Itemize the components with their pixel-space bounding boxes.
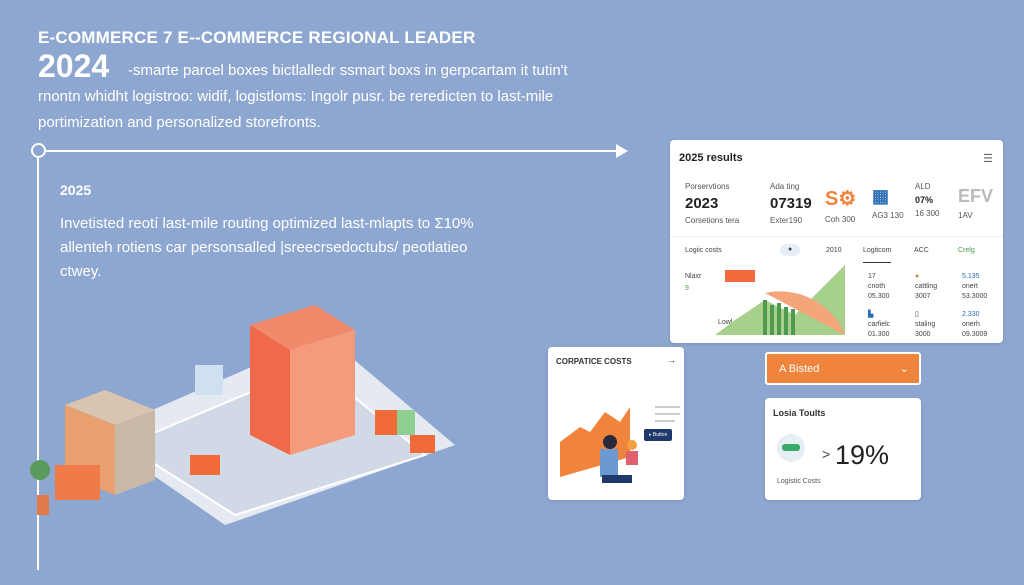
dashboard-title: 2025 results xyxy=(679,152,743,164)
status-dropdown[interactable]: A Bisted ⌄ xyxy=(765,352,921,385)
person-laptop-illustration xyxy=(560,406,680,483)
logistics-results-card: Losia Toults > 19% Logistic Costs xyxy=(765,398,921,500)
greater-than: > xyxy=(822,446,831,462)
menu-icon[interactable]: ☰ xyxy=(983,153,993,165)
intro-line: portimization and personalized storefron… xyxy=(38,114,321,131)
stat: ▦ AG3 130 xyxy=(872,186,904,220)
timeline-dot xyxy=(31,143,46,158)
results-dashboard: 2025 results ☰ Porservtions 2023 Corsetion… xyxy=(670,140,1003,343)
logistics-chart xyxy=(715,265,845,335)
year-2025: 2025 xyxy=(60,182,92,198)
truck-icon xyxy=(777,434,805,462)
tab[interactable]: 2010 xyxy=(826,247,842,254)
stat: Ada ting 07319 Exter190 xyxy=(770,182,812,225)
section-2025-body: Invetisted reotí last-mile routing optim… xyxy=(60,215,474,280)
arrow-right-icon[interactable]: → xyxy=(667,355,676,365)
action-button[interactable]: ▸ Button xyxy=(644,429,673,441)
tab[interactable]: ACC xyxy=(914,247,929,254)
stat: EFV 1AV xyxy=(958,186,994,220)
gear-icon: S⚙ xyxy=(825,188,857,210)
percent-value: 19% xyxy=(835,440,890,470)
corporate-costs-card: CORPATICE COSTS → ▸ Button xyxy=(548,347,684,500)
caption: Logistic Costs xyxy=(777,478,821,485)
stat: ALD 07% 16 300 xyxy=(915,182,940,218)
timeline-horizontal xyxy=(38,150,623,152)
intro-line: -smarte parcel boxes bictlalledr ssmart … xyxy=(128,62,568,79)
city-illustration xyxy=(30,305,455,525)
year-2024: 2024 xyxy=(38,48,110,84)
timeline-vertical xyxy=(37,150,39,570)
timeline-arrow-icon xyxy=(616,144,628,158)
stat: S⚙ Coh 300 xyxy=(825,188,857,224)
box-icon: ▦ xyxy=(872,186,890,206)
card-title: Losia Toults xyxy=(773,408,826,418)
stat: Porservtions 2023 Corsetions tera xyxy=(685,182,740,225)
tab[interactable]: Logitcom xyxy=(863,246,892,263)
divider xyxy=(670,236,1003,237)
chevron-down-icon: ⌄ xyxy=(899,363,909,375)
tab[interactable]: Crelg xyxy=(958,247,975,254)
tab[interactable]: Logiic costs xyxy=(685,247,722,254)
intro-line: rnontn whidht logistroo: widif, logistlo… xyxy=(38,88,554,105)
card-title: CORPATICE COSTS xyxy=(556,357,632,366)
page-title: E-COMMERCE 7 E--COMMERCE REGIONAL LEADER xyxy=(38,28,476,47)
